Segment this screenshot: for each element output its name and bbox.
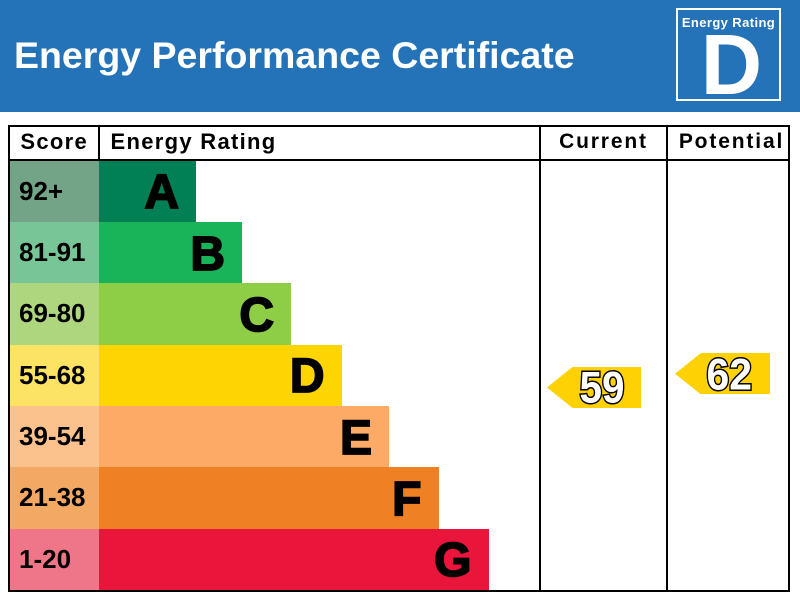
svg-text:62: 62	[706, 353, 752, 395]
svg-text:59: 59	[580, 367, 625, 408]
